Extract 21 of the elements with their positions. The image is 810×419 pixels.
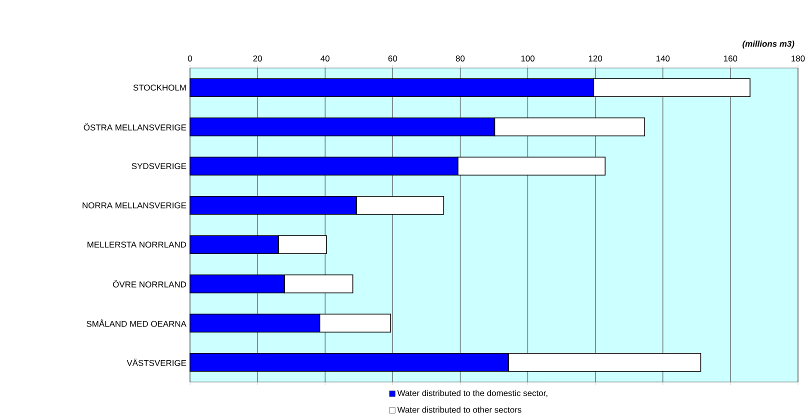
x-tick-label: 40 — [320, 55, 330, 62]
x-tick-label: 140 — [656, 55, 670, 62]
y-tick-label: STOCKHOLM — [133, 84, 186, 91]
y-tick-label: SYDSVERIGE — [132, 163, 186, 170]
y-tick-label: ÖSTRA MELLANSVERIGE — [84, 123, 186, 130]
x-tick-label: 120 — [588, 55, 602, 62]
y-tick-label: VÄSTSVERIGE — [126, 358, 186, 366]
x-tick-label: 0 — [188, 55, 192, 62]
legend-label: Water distributed to the domestic sector, — [397, 390, 548, 398]
y-tick-label: SMÅLAND MED OEARNA — [86, 319, 186, 327]
x-tick-label: 160 — [724, 55, 738, 62]
legend-label: Water distributed to other sectors — [397, 406, 522, 413]
x-tick-label: 80 — [456, 55, 465, 62]
y-tick-label: MELLERSTA NORRLAND — [88, 242, 186, 248]
y-tick-label: ÖVRE NORRLAND — [113, 280, 186, 288]
x-tick-label: 60 — [388, 55, 398, 62]
x-axis-title: (millions m3) — [742, 40, 794, 48]
y-tick-label: NORRA MELLANSVERIGE — [82, 202, 186, 208]
x-tick-label: 100 — [521, 55, 535, 62]
x-tick-label: 20 — [253, 55, 262, 62]
x-tick-label: 180 — [792, 55, 805, 62]
